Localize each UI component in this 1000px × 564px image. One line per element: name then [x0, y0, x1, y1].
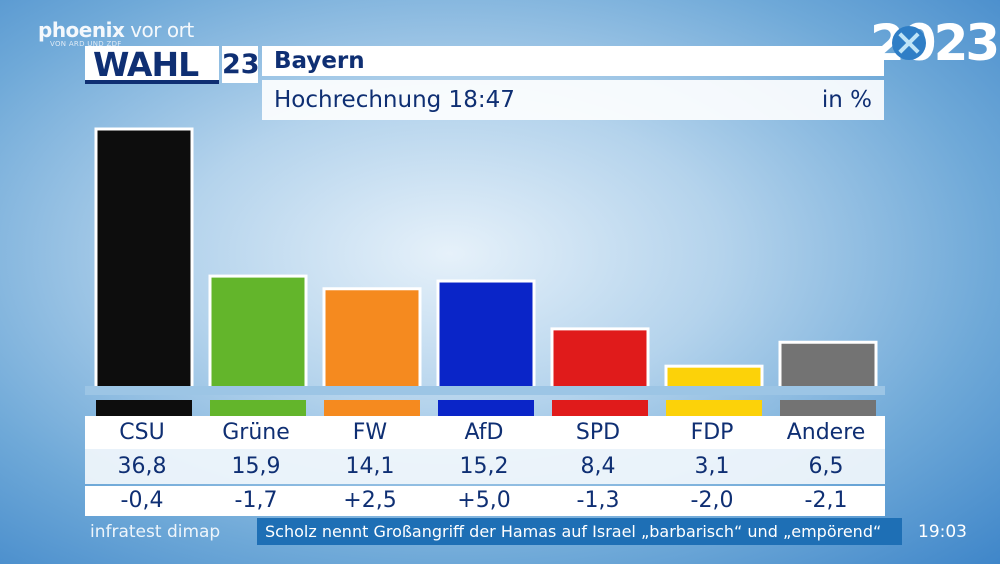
channel-logo: phoenix vor ort: [38, 18, 194, 42]
wahl-year-badge: 23: [222, 46, 260, 83]
value-label-spd: 8,4: [580, 454, 616, 479]
broadcast-clock: 19:03: [918, 522, 967, 542]
party-label-fdp: FDP: [690, 420, 734, 445]
party-name-row: CSU Grüne FW AfD SPD FDP Andere: [85, 416, 885, 449]
color-strip-grune: [210, 400, 306, 416]
channel-logo-subtitle: VON ARD UND ZDF: [50, 40, 122, 48]
chart-subtitle: Hochrechnung 18:47: [274, 87, 515, 113]
color-strip-spd: [552, 400, 648, 416]
value-label-fw: 14,1: [345, 454, 395, 479]
bar-spd: [550, 327, 650, 388]
news-ticker: Scholz nennt Großangriff der Hamas auf I…: [257, 518, 902, 545]
vote-share-row: 36,8 15,9 14,1 15,2 8,4 3,1 6,5: [85, 449, 885, 484]
chart-baseline: [85, 386, 885, 395]
change-label-spd: -1,3: [576, 488, 620, 513]
change-label-fw: +2,5: [343, 488, 397, 513]
bar-fw: [322, 287, 422, 388]
color-strip-afd: [438, 400, 534, 416]
year-logo: 2023: [870, 14, 1000, 72]
bar-csu: [94, 127, 194, 388]
bar-chart: [94, 127, 878, 388]
value-label-andere: 6,5: [808, 454, 844, 479]
value-label-csu: 36,8: [117, 454, 167, 479]
party-label-grune: Grüne: [222, 420, 290, 445]
value-label-afd: 15,2: [459, 454, 509, 479]
color-strip-fw: [324, 400, 420, 416]
unit-label: in %: [821, 87, 872, 113]
change-label-fdp: -2,0: [690, 488, 734, 513]
party-label-fw: FW: [352, 420, 388, 445]
chart-title: Bayern: [262, 46, 884, 76]
value-label-fdp: 3,1: [694, 454, 730, 479]
party-label-afd: AfD: [464, 420, 504, 445]
change-label-afd: +5,0: [457, 488, 511, 513]
change-label-csu: -0,4: [120, 488, 164, 513]
vote-change-row: -0,4 -1,7 +2,5 +5,0 -1,3 -2,0 -2,1: [85, 486, 885, 516]
bar-grune: [208, 274, 308, 388]
party-label-spd: SPD: [575, 420, 621, 445]
party-label-andere: Andere: [786, 420, 866, 445]
value-label-grune: 15,9: [231, 454, 281, 479]
wahl-logo: WAHL: [85, 46, 219, 83]
chart-subtitle-bar: Hochrechnung 18:47 in %: [262, 80, 884, 120]
wahl-logo-underline: [85, 80, 219, 84]
bar-fdp: [664, 364, 764, 388]
color-strip-fdp: [666, 400, 762, 416]
ballot-cross-icon: [892, 26, 926, 60]
bar-afd: [436, 279, 536, 388]
change-label-grune: -1,7: [234, 488, 278, 513]
party-label-csu: CSU: [119, 420, 165, 445]
color-strip-csu: [96, 400, 192, 416]
change-label-andere: -2,1: [804, 488, 848, 513]
color-strip-andere: [780, 400, 876, 416]
source-label: infratest dimap: [90, 522, 221, 542]
bar-andere: [778, 340, 878, 388]
